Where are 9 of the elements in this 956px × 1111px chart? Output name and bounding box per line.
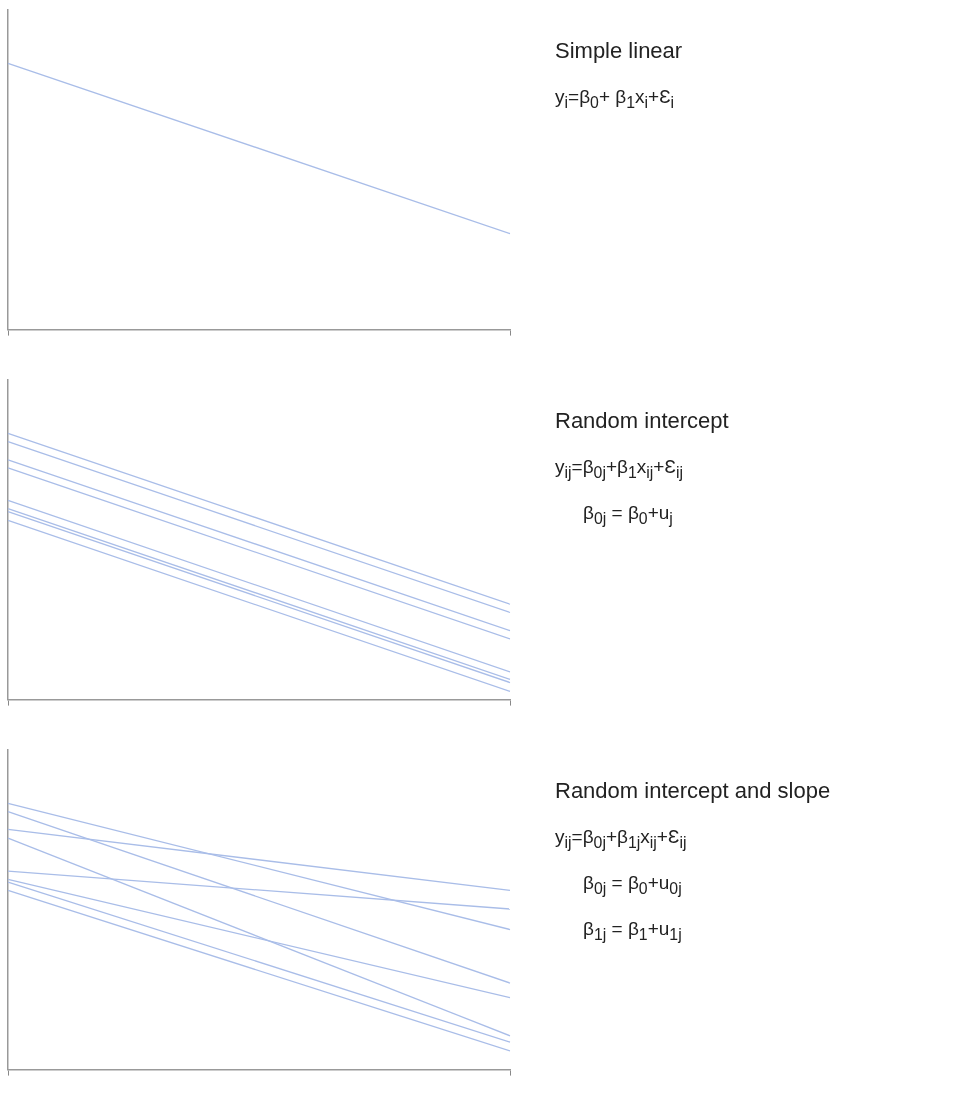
chart-title: Random intercept bbox=[555, 408, 729, 434]
annotation: β$_{1j}$ = β$_{1}$+u$_{1j}$ bbox=[582, 917, 683, 944]
chart-title: Simple linear bbox=[555, 38, 683, 64]
text: y$_{i}$=β$_{0}$+ β$_{1}$x$_{i}$+Ɛ$_{i}$ bbox=[555, 86, 675, 111]
annotation: β$_{0j}$ = β$_{0}$+u$_{j}$ bbox=[582, 501, 674, 528]
annotation: β$_{0j}$ = β$_{0}$+u$_{0j}$ bbox=[582, 871, 683, 898]
chart-title: Random intercept and slope bbox=[555, 778, 831, 804]
text: y$_{ij}$=β$_{0j}$+β$_{1j}$x$_{ij}$+Ɛ$_{ij}$ bbox=[555, 826, 687, 851]
text: y$_{ij}$=β$_{0j}$+β$_{1}$x$_{ij}$+Ɛ$_{ij}$ bbox=[555, 456, 683, 481]
